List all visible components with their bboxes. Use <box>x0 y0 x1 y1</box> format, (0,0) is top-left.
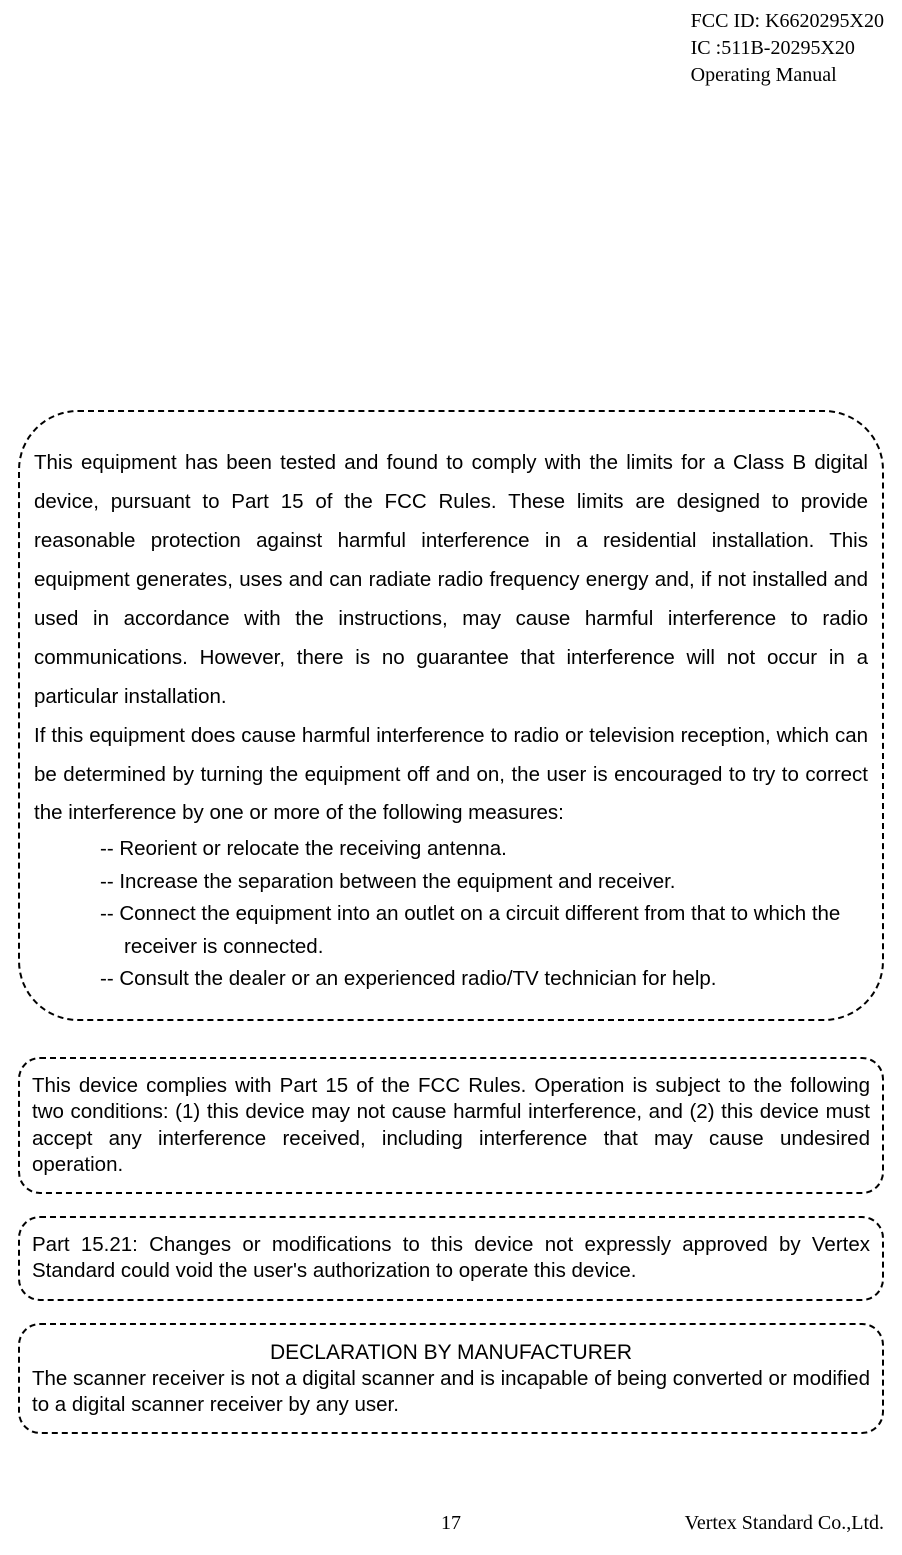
measure-item: -- Connect the equipment into an outlet … <box>100 898 868 963</box>
measure-item: -- Reorient or relocate the receiving an… <box>100 833 868 865</box>
compliance-paragraph-1: This equipment has been tested and found… <box>34 444 868 717</box>
part15-21-box: Part 15.21: Changes or modifications to … <box>18 1216 884 1300</box>
compliance-paragraph-2: If this equipment does cause harmful int… <box>34 717 868 834</box>
measure-item: -- Increase the separation between the e… <box>100 866 868 898</box>
content-area: This equipment has been tested and found… <box>0 410 902 1434</box>
doc-type-line: Operating Manual <box>691 62 884 89</box>
ic-line: IC :511B-20295X20 <box>691 35 884 62</box>
declaration-title: DECLARATION BY MANUFACTURER <box>32 1339 870 1366</box>
compliance-box-main: This equipment has been tested and found… <box>18 410 884 1021</box>
measures-list: -- Reorient or relocate the receiving an… <box>34 833 868 995</box>
footer: 17 Vertex Standard Co.,Ltd. <box>0 1512 902 1535</box>
company-name: Vertex Standard Co.,Ltd. <box>685 1512 884 1535</box>
declaration-box: DECLARATION BY MANUFACTURER The scanner … <box>18 1323 884 1435</box>
part15-conditions-box: This device complies with Part 15 of the… <box>18 1057 884 1194</box>
declaration-text: The scanner receiver is not a digital sc… <box>32 1366 870 1418</box>
part15-21-text: Part 15.21: Changes or modifications to … <box>32 1232 870 1284</box>
fcc-id-line: FCC ID: K6620295X20 <box>691 8 884 35</box>
header-info: FCC ID: K6620295X20 IC :511B-20295X20 Op… <box>691 8 884 89</box>
part15-conditions-text: This device complies with Part 15 of the… <box>32 1073 870 1178</box>
measure-item: -- Consult the dealer or an experienced … <box>100 963 868 995</box>
